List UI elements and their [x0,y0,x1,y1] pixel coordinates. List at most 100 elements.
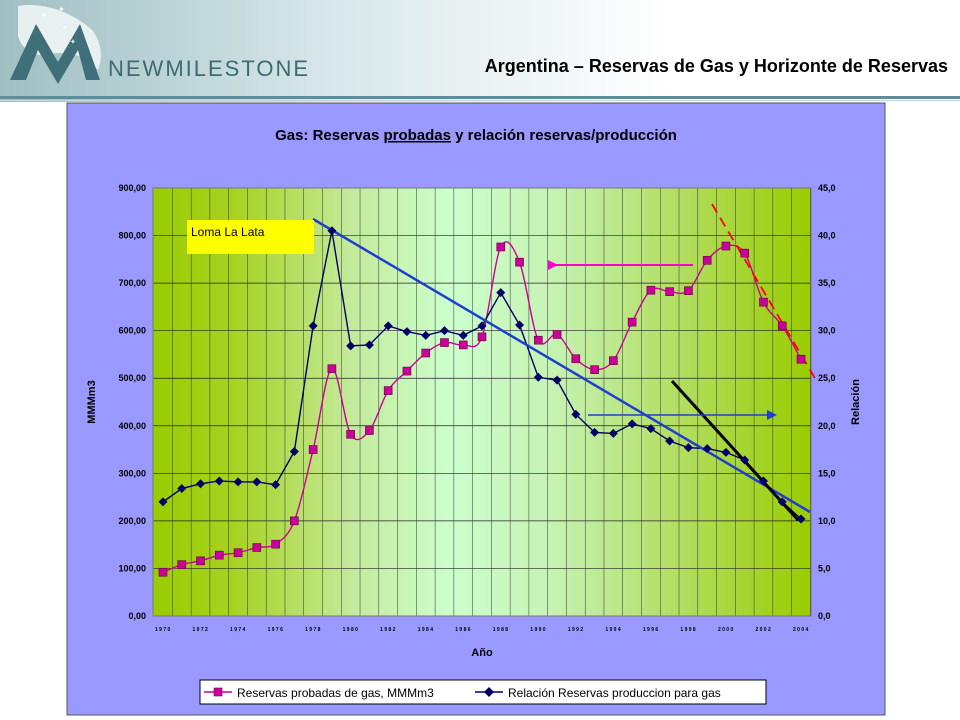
y-tick-label: 0,00 [128,611,146,621]
reserves-point [458,340,468,350]
ratio-point [533,372,543,382]
logo-star-3: ✦ [62,24,68,32]
x-tick-label: 1 9 9 8 [680,627,696,633]
trend-line-black [670,379,800,522]
y-tick-label: 700,00 [118,278,146,288]
x-tick-label: 1 9 9 6 [643,627,659,633]
ratio-point [721,447,731,457]
ratio-point [439,326,449,336]
ratio-point [383,321,393,331]
reserves-point [383,386,393,395]
x-tick-label: 1 9 8 8 [493,627,509,633]
x-tick-label: 2 0 0 4 [793,627,809,633]
ratio-point [233,477,243,487]
reserves-point [365,426,374,435]
y2-tick-label: 25,0 [818,373,836,383]
reserves-point [158,567,168,577]
logo-star-2: ✦ [58,5,65,14]
reserves-point [533,335,543,345]
reserves-point [214,550,224,560]
reserves-point [177,560,187,569]
ratio-point [421,330,431,340]
loma-la-lata-box [187,220,314,254]
reserves-point [590,365,599,374]
x-tick-label: 1 9 9 0 [530,627,546,633]
legend-reserves-label: Reservas probadas de gas, MMMm3 [237,686,434,700]
reserves-point [233,548,243,558]
ratio-point [214,476,224,486]
y-tick-label: 400,00 [118,421,146,431]
plot-border [152,187,812,617]
ratio-point [590,427,600,437]
x-tick-label: 1 9 7 6 [268,627,284,633]
y-tick-label: 300,00 [118,468,146,478]
ratio-point [346,341,356,351]
ratio-point [571,409,581,419]
x-tick-label: 2 0 0 2 [755,627,771,633]
legend-ratio-label: Relación Reservas produccion para gas [508,686,721,700]
trend-line-blue [312,217,811,514]
ratio-point [477,321,487,331]
ratio-point [777,497,787,507]
reserves-point [496,242,506,252]
y2-tick-label: 35,0 [818,278,836,288]
ratio-point [683,443,693,453]
logo-star-1: ✦ [40,10,48,20]
reserves-point [290,516,299,526]
y-tick-label: 100,00 [118,563,146,573]
x-tick-label: 1 9 7 4 [230,627,246,633]
ratio-point [327,226,337,236]
x-tick-label: 1 9 7 2 [193,627,209,633]
reserves-point [402,366,412,376]
logo-m-shape [10,24,100,84]
x-tick-label: 1 9 8 0 [343,627,359,633]
y2-tick-label: 15,0 [818,468,836,478]
ratio-point [702,444,712,454]
loma-la-lata-label: Loma La Lata [191,225,265,239]
x-tick-label: 1 9 8 2 [380,627,396,633]
ratio-point [196,479,206,489]
y2-axis-label: Relación [850,379,862,425]
header-divider-thin [0,100,960,101]
reserves-point [308,445,318,454]
reserves-point [665,287,674,296]
y-axis-left: 0,00 100,00 200,00 300,00 400,00 500,00 600,00… [118,183,146,621]
reserves-point [796,354,806,364]
reserves-point [515,257,524,267]
y-axis-right: 0,0 5,0 10,0 15,0 20,0 25,0 30,0 35,0 40,0 45,0 [818,183,836,621]
ratio-point [758,476,768,486]
reserves-point [271,539,280,549]
y-tick-label: 800,00 [118,231,146,241]
legend-reserves-marker [213,687,223,697]
reserves-point [777,321,787,331]
ratio-point [496,288,506,298]
logo-star-4: ✦ [70,38,76,46]
ratio-point [158,497,168,507]
ratio-point [308,321,318,331]
ratio-point [796,514,806,524]
annotation-overlay [312,203,817,522]
ratio-point [740,455,750,465]
reserves-point [740,248,750,258]
reserves-point [421,348,431,358]
y-tick-label: 200,00 [118,516,146,526]
y-axis-label: MMMm3 [86,380,98,423]
reserves-point [196,556,205,566]
ratio-point [364,340,374,350]
x-tick-label: 1 9 8 6 [455,627,471,633]
ratio-point [515,320,525,330]
logo: ✦ ✦ ✦ ✦ [10,5,101,84]
brand-name: NEWMILESTONE [108,56,311,81]
reserves-point [609,356,618,365]
reserves-point [721,241,731,251]
ratio-point [271,480,281,490]
reserves-point [571,354,581,364]
x-tick-label: 1 9 7 0 [155,627,171,633]
y2-tick-label: 20,0 [818,421,836,431]
x-tick-label: 2 0 0 0 [718,627,734,633]
reserves-point [702,255,712,265]
y2-tick-label: 0,0 [818,611,831,621]
ratio-point [665,436,675,446]
y2-tick-label: 10,0 [818,516,836,526]
